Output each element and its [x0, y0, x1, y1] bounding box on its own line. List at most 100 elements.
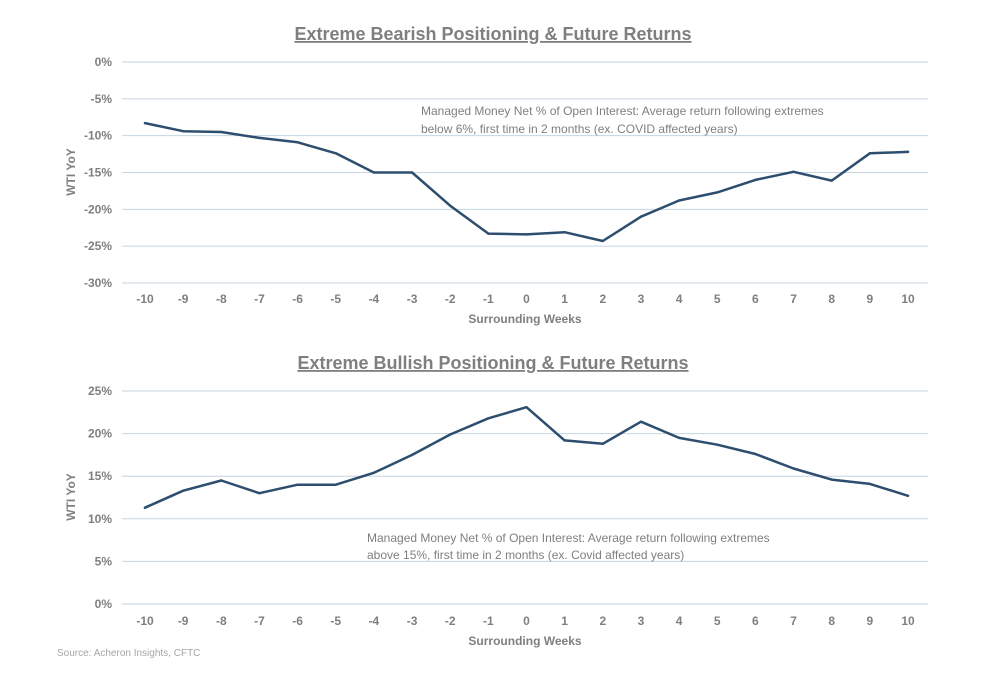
bearish-x-tick-label: -5	[330, 292, 341, 306]
bearish-data-point	[258, 136, 261, 140]
bullish-data-point	[639, 420, 643, 423]
bullish-y-axis-label: WTI YoY	[64, 473, 78, 521]
bearish-annotation-line-2: below 6%, first time in 2 months (ex. CO…	[421, 122, 738, 136]
bearish-x-axis-label: Surrounding Weeks	[468, 312, 581, 326]
bullish-data-point	[296, 483, 299, 486]
bullish-points	[143, 405, 910, 509]
bearish-x-tick-label: 0	[523, 292, 530, 306]
bearish-data-point	[906, 150, 910, 154]
bearish-data-point	[677, 199, 681, 202]
bearish-x-ticks: -10 -9 -8 -7 -6 -5 -4 -3 -2 -1 0 1 2 3 4 5 6 7 8 9 10	[136, 292, 915, 306]
bullish-x-axis-label: Surrounding Weeks	[468, 634, 581, 648]
bullish-x-tick-label: -2	[445, 614, 456, 628]
bullish-x-tick-label: -9	[178, 614, 189, 628]
bullish-x-tick-label: -1	[483, 614, 494, 628]
bullish-data-point	[372, 471, 376, 474]
bearish-x-tick-label: -4	[369, 292, 380, 306]
bullish-chart: Extreme Bullish Positioning & Future Ret…	[64, 353, 928, 648]
bearish-points	[143, 121, 910, 243]
bullish-y-tick-label: 10%	[88, 512, 112, 526]
bearish-annotation-line-1: Managed Money Net % of Open Interest: Av…	[421, 104, 824, 118]
bullish-x-tick-label: 9	[867, 614, 874, 628]
bearish-x-tick-label: 5	[714, 292, 721, 306]
bearish-y-tick-label: -5%	[91, 92, 113, 106]
bullish-y-tick-label: 15%	[88, 469, 112, 483]
bullish-data-point	[181, 489, 185, 492]
bearish-x-tick-label: -6	[292, 292, 303, 306]
bearish-x-tick-label: 9	[867, 292, 874, 306]
bearish-series-line	[143, 121, 910, 243]
bearish-y-tick-label: -30%	[84, 276, 112, 290]
bullish-data-point	[868, 482, 872, 486]
bearish-y-tick-label: 0%	[95, 55, 113, 69]
bullish-data-point	[487, 417, 490, 420]
bullish-y-tick-label: 20%	[88, 427, 112, 441]
bullish-x-tick-label: 5	[714, 614, 721, 628]
bullish-x-tick-label: -6	[292, 614, 303, 628]
bullish-x-tick-label: -7	[254, 614, 265, 628]
bullish-data-point	[792, 467, 795, 470]
bearish-chart-title: Extreme Bearish Positioning & Future Ret…	[294, 24, 691, 44]
bearish-chart: Extreme Bearish Positioning & Future Ret…	[64, 24, 928, 326]
bearish-x-tick-label: -8	[216, 292, 227, 306]
bearish-x-tick-label: 1	[561, 292, 568, 306]
bullish-x-tick-label: -4	[369, 614, 380, 628]
bearish-data-point	[220, 130, 223, 134]
bullish-data-point	[410, 453, 414, 457]
bullish-data-point	[449, 433, 452, 436]
bearish-y-ticks: 0% -5% -10% -15% -20% -25% -30%	[84, 55, 112, 290]
bearish-x-tick-label: -7	[254, 292, 265, 306]
bullish-annotation-line-1: Managed Money Net % of Open Interest: Av…	[367, 531, 770, 545]
bullish-x-tick-label: 4	[676, 614, 683, 628]
bullish-x-tick-label: 0	[523, 614, 530, 628]
bearish-data-point	[334, 152, 337, 155]
bullish-data-point	[601, 442, 604, 446]
bearish-y-tick-label: -25%	[84, 239, 112, 253]
bearish-x-tick-label: 4	[676, 292, 683, 306]
bearish-x-tick-label: -2	[445, 292, 456, 306]
bearish-x-tick-label: 8	[828, 292, 835, 306]
bullish-y-tick-label: 5%	[95, 554, 113, 568]
bullish-annotation-line-2: above 15%, first time in 2 months (ex. C…	[367, 548, 684, 562]
bullish-data-point	[525, 405, 528, 409]
bearish-x-tick-label: -10	[136, 292, 154, 306]
bullish-x-tick-label: 3	[638, 614, 645, 628]
bearish-data-point	[487, 232, 490, 235]
bullish-x-tick-label: 2	[599, 614, 606, 628]
bullish-data-point	[830, 478, 833, 481]
bullish-data-point	[906, 494, 910, 497]
source-note: Source: Acheron Insights, CFTC	[57, 648, 201, 659]
bearish-data-point	[181, 130, 185, 133]
bearish-data-point	[372, 171, 376, 174]
bearish-y-axis-label: WTI YoY	[64, 148, 78, 196]
bullish-y-tick-label: 25%	[88, 384, 112, 398]
bullish-data-point	[220, 479, 223, 482]
bearish-data-point	[410, 171, 414, 174]
bearish-data-point	[830, 179, 833, 182]
bearish-x-tick-label: 2	[599, 292, 606, 306]
bullish-x-tick-label: -5	[330, 614, 341, 628]
bearish-gridlines	[122, 61, 928, 284]
bullish-data-point	[334, 483, 337, 486]
bullish-x-tick-label: 1	[561, 614, 568, 628]
bearish-x-tick-label: -9	[178, 292, 189, 306]
bullish-gridlines	[122, 390, 928, 605]
bearish-data-point	[143, 121, 147, 125]
bearish-x-tick-label: -1	[483, 292, 494, 306]
bullish-x-tick-label: 6	[752, 614, 759, 628]
bearish-y-tick-label: -15%	[84, 166, 112, 180]
bullish-x-tick-label: -3	[407, 614, 418, 628]
bearish-data-point	[601, 239, 604, 243]
bullish-data-point	[754, 452, 757, 456]
bearish-x-tick-label: 6	[752, 292, 759, 306]
bullish-x-tick-label: -8	[216, 614, 227, 628]
bearish-y-tick-label: -20%	[84, 202, 112, 216]
bearish-data-point	[449, 204, 452, 207]
bullish-data-point	[258, 492, 261, 495]
bearish-data-point	[563, 230, 566, 234]
bullish-data-point	[143, 506, 147, 509]
bearish-x-tick-label: 7	[790, 292, 797, 306]
bearish-x-tick-label: 3	[638, 292, 645, 306]
bearish-x-tick-label: 10	[901, 292, 915, 306]
bullish-x-tick-label: 10	[901, 614, 915, 628]
